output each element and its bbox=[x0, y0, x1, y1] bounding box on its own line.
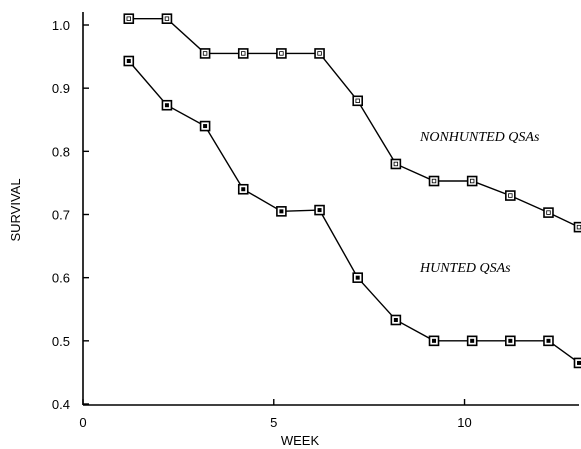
y-tick-label: 0.6 bbox=[52, 271, 70, 286]
data-point-nonhunted bbox=[353, 96, 362, 105]
data-point-nonhunted bbox=[575, 223, 581, 232]
y-tick-label: 1.0 bbox=[52, 18, 70, 33]
data-point-hunted bbox=[201, 122, 210, 131]
y-tick-label: 0.5 bbox=[52, 334, 70, 349]
data-point-hunted bbox=[162, 101, 171, 110]
data-point-hunted bbox=[239, 185, 248, 194]
data-point-nonhunted bbox=[506, 191, 515, 200]
y-tick-label: 0.7 bbox=[52, 208, 70, 223]
data-point-hunted bbox=[575, 358, 581, 367]
data-point-hunted bbox=[124, 57, 133, 66]
series-label-hunted: HUNTED QSAs bbox=[419, 261, 511, 276]
data-point-hunted bbox=[468, 336, 477, 345]
data-point-nonhunted bbox=[162, 14, 171, 23]
series-label-nonhunted: NONHUNTED QSAs bbox=[419, 130, 540, 145]
series-group bbox=[124, 14, 581, 367]
data-point-hunted bbox=[277, 207, 286, 216]
x-tick-label: 5 bbox=[270, 415, 277, 430]
data-point-nonhunted bbox=[201, 49, 210, 58]
data-point-hunted bbox=[430, 336, 439, 345]
data-point-nonhunted bbox=[544, 208, 553, 217]
data-point-hunted bbox=[391, 315, 400, 324]
y-tick-label: 0.9 bbox=[52, 81, 70, 96]
data-point-nonhunted bbox=[277, 49, 286, 58]
x-axis-title: WEEK bbox=[281, 433, 320, 448]
data-point-hunted bbox=[544, 336, 553, 345]
data-point-nonhunted bbox=[430, 177, 439, 186]
data-point-hunted bbox=[315, 206, 324, 215]
data-point-hunted bbox=[506, 336, 515, 345]
data-point-hunted bbox=[353, 273, 362, 282]
x-ticks: 0 5 10 bbox=[79, 399, 471, 430]
data-point-nonhunted bbox=[315, 49, 324, 58]
x-tick-label: 10 bbox=[457, 415, 471, 430]
data-point-nonhunted bbox=[468, 177, 477, 186]
series-line-hunted bbox=[129, 61, 579, 363]
axes bbox=[83, 12, 579, 405]
data-point-nonhunted bbox=[391, 159, 400, 168]
y-axis-title: SURVIVAL bbox=[8, 178, 23, 241]
y-tick-label: 0.4 bbox=[52, 397, 70, 412]
data-point-nonhunted bbox=[239, 49, 248, 58]
y-tick-label: 0.8 bbox=[52, 144, 70, 159]
x-tick-label: 0 bbox=[79, 415, 86, 430]
data-point-nonhunted bbox=[124, 14, 133, 23]
